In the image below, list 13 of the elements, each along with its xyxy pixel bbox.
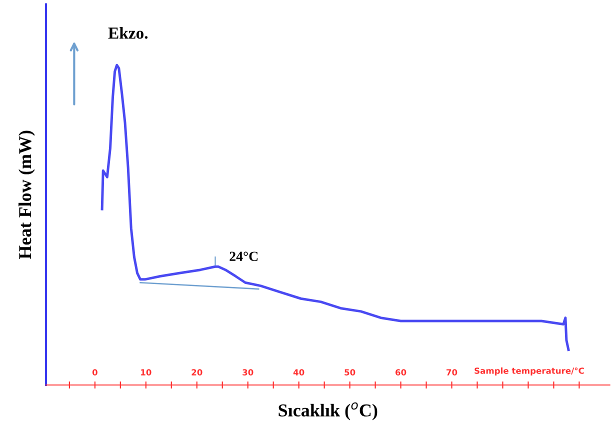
x-tick-label: 70	[446, 369, 458, 376]
annotation: Sample temperature/°C	[474, 367, 584, 376]
x-tick-label: 40	[293, 369, 304, 376]
x-tick-label: 20	[192, 369, 202, 376]
x-tick-label: 10	[141, 369, 152, 376]
x-tick-label: 60	[396, 369, 406, 376]
annotation: 24°C	[230, 252, 258, 262]
x-tick-label: 50	[344, 369, 356, 376]
x-tick-label: 30	[242, 369, 254, 376]
y-axis-title: Heat Flow (mW)	[18, 130, 35, 260]
x-tick-label: 0	[92, 369, 98, 376]
x-axis-title: Sıcaklık ($^{o}$C)	[278, 402, 378, 420]
text: Ekzo.	[108, 27, 148, 39]
